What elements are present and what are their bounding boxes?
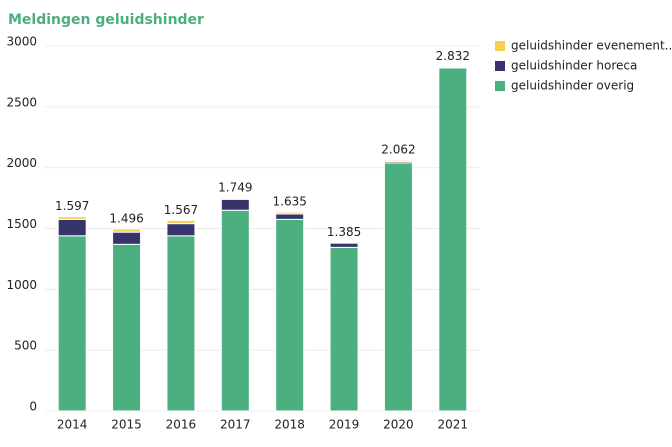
y-tick-label: 2000 xyxy=(6,156,37,170)
total-label: 1.597 xyxy=(55,199,89,213)
bar-segment xyxy=(383,162,413,412)
y-tick-label: 1500 xyxy=(6,217,37,231)
bar-segment xyxy=(329,241,359,244)
x-tick-label: 2016 xyxy=(166,418,197,432)
y-tick-label: 2500 xyxy=(6,95,37,109)
total-label: 2.832 xyxy=(436,49,470,63)
legend-swatch xyxy=(495,61,505,71)
y-tick-label: 1000 xyxy=(6,278,37,292)
x-tick-label: 2015 xyxy=(111,418,142,432)
y-tick-label: 0 xyxy=(29,400,37,414)
bar-segment xyxy=(275,211,305,215)
legend-swatch xyxy=(495,81,505,91)
total-label: 2.062 xyxy=(381,143,415,157)
bar-segment xyxy=(166,223,196,237)
x-tick-label: 2014 xyxy=(57,418,88,432)
y-tick-label: 500 xyxy=(14,339,37,353)
y-tick-label: 3000 xyxy=(6,35,37,49)
x-tick-label: 2019 xyxy=(329,418,360,432)
bar-segment xyxy=(112,231,142,245)
bar-segment xyxy=(57,216,87,220)
total-label: 1.567 xyxy=(164,203,198,217)
bar-segment xyxy=(329,242,359,248)
bar-segment xyxy=(438,67,468,412)
legend-label: geluidshinder evenement.. xyxy=(511,39,672,53)
bar-segment xyxy=(220,198,250,211)
bar-segment xyxy=(112,243,142,412)
bar-segment xyxy=(275,218,305,412)
bar-segment xyxy=(220,197,250,200)
total-label: 1.385 xyxy=(327,225,361,239)
bar-segment xyxy=(275,213,305,220)
bar-segment xyxy=(112,228,142,233)
x-tick-label: 2018 xyxy=(274,418,305,432)
legend-label: geluidshinder horeca xyxy=(511,59,637,73)
bar-segment xyxy=(57,218,87,237)
x-tick-label: 2017 xyxy=(220,418,251,432)
chart-title: Meldingen geluidshinder xyxy=(8,12,204,28)
x-tick-label: 2020 xyxy=(383,418,414,432)
x-tick-label: 2021 xyxy=(438,418,469,432)
bar-segment xyxy=(57,235,87,412)
total-label: 1.635 xyxy=(273,195,307,209)
bar-segment xyxy=(329,246,359,412)
bar-segment xyxy=(220,209,250,412)
bar-segment xyxy=(166,235,196,412)
legend-label: geluidshinder overig xyxy=(511,79,634,93)
total-label: 1.496 xyxy=(109,211,143,225)
legend-swatch xyxy=(495,41,505,51)
total-label: 1.749 xyxy=(218,181,252,195)
bar-segment xyxy=(383,159,413,162)
bar-segment xyxy=(166,219,196,225)
